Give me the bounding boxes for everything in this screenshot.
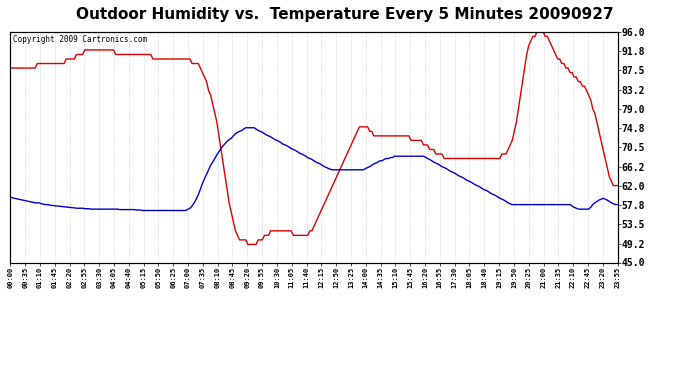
Text: Outdoor Humidity vs.  Temperature Every 5 Minutes 20090927: Outdoor Humidity vs. Temperature Every 5… (76, 8, 614, 22)
Text: Copyright 2009 Cartronics.com: Copyright 2009 Cartronics.com (13, 35, 147, 44)
